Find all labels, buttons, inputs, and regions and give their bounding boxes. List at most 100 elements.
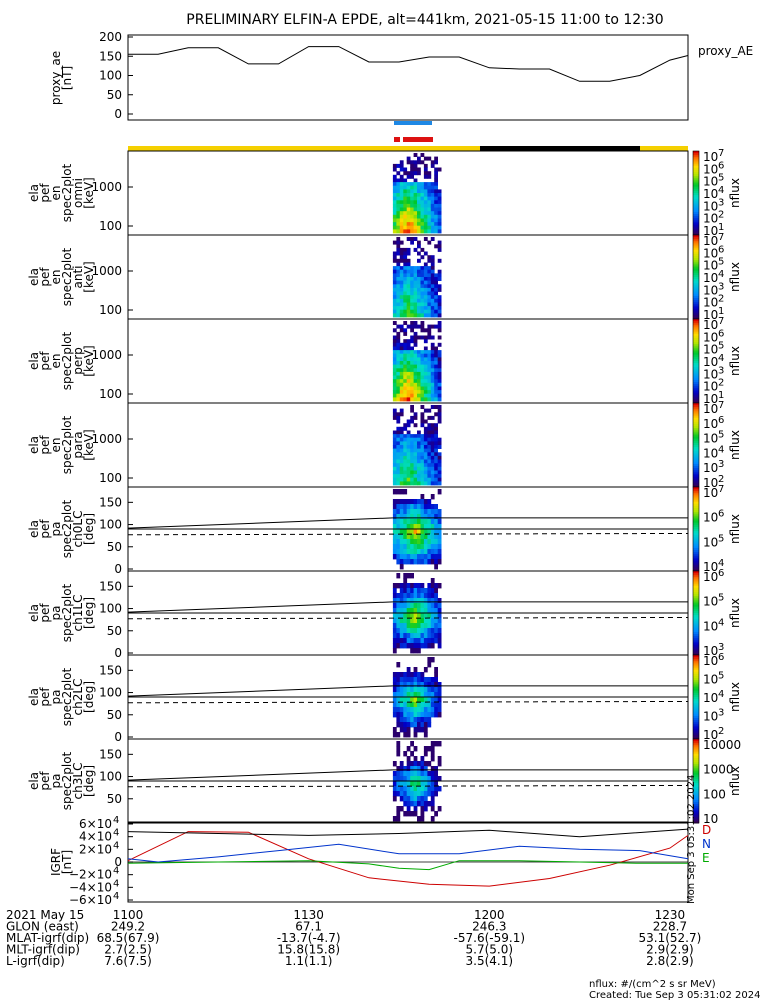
spectrogram-cell (403, 643, 408, 649)
spectrogram-cell (403, 167, 408, 172)
science-zone-marker-blue (394, 121, 432, 125)
colorbar-tick-exponent: 7 (718, 316, 724, 327)
colorbar-segment (693, 151, 699, 154)
spectrogram-cell (392, 174, 397, 179)
spectrogram-cell (410, 445, 414, 449)
spectrogram-cell (410, 741, 414, 747)
spectrogram-cell (396, 350, 401, 355)
spectrogram-cell (403, 593, 408, 599)
spectrogram-cell (406, 732, 411, 738)
colorbar-segment (693, 415, 699, 419)
colorbar-segment (693, 209, 699, 213)
colorbar-segment (693, 587, 699, 591)
spectrogram-cell (420, 393, 425, 398)
spectrogram-cell (396, 284, 401, 289)
spectrogram-cell (399, 302, 404, 307)
spectrogram-cell (399, 459, 404, 464)
colorbar-segment (693, 797, 699, 801)
spectrogram-cell (430, 371, 435, 376)
colorbar-label: nflux (728, 430, 742, 460)
spectrogram-cell (399, 633, 404, 639)
spectrogram-cell (423, 269, 428, 274)
spectrogram-cell (420, 638, 425, 644)
spectrogram-cell (430, 266, 435, 271)
spectrogram-cell (430, 578, 435, 584)
colorbar-segment (693, 344, 699, 347)
spectrogram-cell (396, 806, 401, 812)
spectrogram-cell (396, 489, 401, 495)
spectrogram-cell (417, 722, 421, 728)
spectrogram-cell (417, 160, 421, 165)
colorbar-segment (693, 541, 699, 545)
spectrogram-cell (413, 266, 418, 271)
spectrogram-cell (420, 309, 425, 314)
colorbar-tick: 1000 (703, 763, 734, 777)
colorbar-segment (693, 804, 699, 807)
spectrogram-cell (399, 474, 404, 479)
spectrogram-cell (406, 346, 411, 351)
spectrogram-cell (427, 335, 432, 340)
spectrogram-cell (396, 437, 401, 442)
spectrogram-cell (417, 593, 421, 599)
spectrogram-cell (413, 196, 418, 201)
spectrogram-cell (396, 477, 401, 482)
spectrogram-cell (434, 430, 438, 435)
spectrogram-cell (410, 499, 414, 505)
spectrogram-cell (403, 499, 408, 505)
footer-value: -13.7(-4.7) (277, 931, 341, 945)
spectrogram-cell (406, 459, 411, 464)
spectrogram-cell (410, 225, 414, 230)
spectrogram-cell (403, 295, 408, 300)
colorbar-segment (693, 268, 699, 272)
spectrogram-cell (430, 361, 435, 365)
colorbar-segment (693, 820, 699, 824)
spectrogram-cell (427, 463, 432, 468)
spectrogram-cell (423, 806, 428, 812)
colorbar-segment (693, 241, 699, 244)
spectrogram-cell (399, 167, 404, 172)
spectrogram-cell (406, 382, 411, 387)
colorbar-tick: 10 (703, 560, 718, 574)
spectrogram-cell (403, 229, 408, 234)
spectrogram-cell (396, 786, 401, 792)
spectrogram-cell (392, 193, 397, 197)
spectrogram-cell (417, 225, 421, 230)
spectrogram-cell (399, 544, 404, 550)
colorbar-segment (693, 741, 699, 744)
colorbar-segment (693, 270, 699, 274)
spectrogram-cell (420, 811, 425, 817)
spectrogram-cell (437, 324, 442, 329)
spectrogram-cell (410, 171, 414, 176)
spectrogram-cell (420, 504, 425, 510)
spectrogram-cell (430, 687, 435, 693)
spectrogram-cell (399, 514, 404, 520)
spectrogram-cell (427, 474, 432, 479)
colorbar-segment (693, 667, 699, 671)
spectrogram-cell (406, 466, 411, 471)
colorbar-segment (693, 306, 699, 309)
spectrogram-cell (413, 756, 418, 762)
spectrogram-cell (396, 390, 401, 395)
spectrogram-cell (406, 623, 411, 629)
spectrogram-cell (403, 608, 408, 614)
spectrogram-cell (437, 554, 442, 560)
spectrogram-cell (413, 593, 418, 599)
proxy-ae-ytick: 50 (107, 88, 122, 102)
spectrogram-cell (399, 539, 404, 545)
spectrogram-cell (434, 390, 438, 395)
colorbar-segment (693, 577, 699, 580)
igrf-lines (127, 828, 689, 887)
colorbar-tick-exponent: 5 (718, 533, 724, 544)
spectrogram-cell (399, 504, 404, 510)
spectrogram-cell (437, 287, 442, 292)
spectrogram-cell (413, 393, 418, 398)
spectrogram-cell (392, 776, 397, 782)
spectrogram-cell (413, 390, 418, 395)
spectrogram-cell (410, 573, 414, 579)
spectrogram-cell (413, 412, 418, 417)
spectrogram-cell (417, 258, 421, 263)
spectrogram-cell (396, 593, 401, 599)
spectrogram-cell (427, 379, 432, 384)
spectrogram-cell (437, 247, 442, 252)
spectrogram-cell (392, 593, 397, 599)
